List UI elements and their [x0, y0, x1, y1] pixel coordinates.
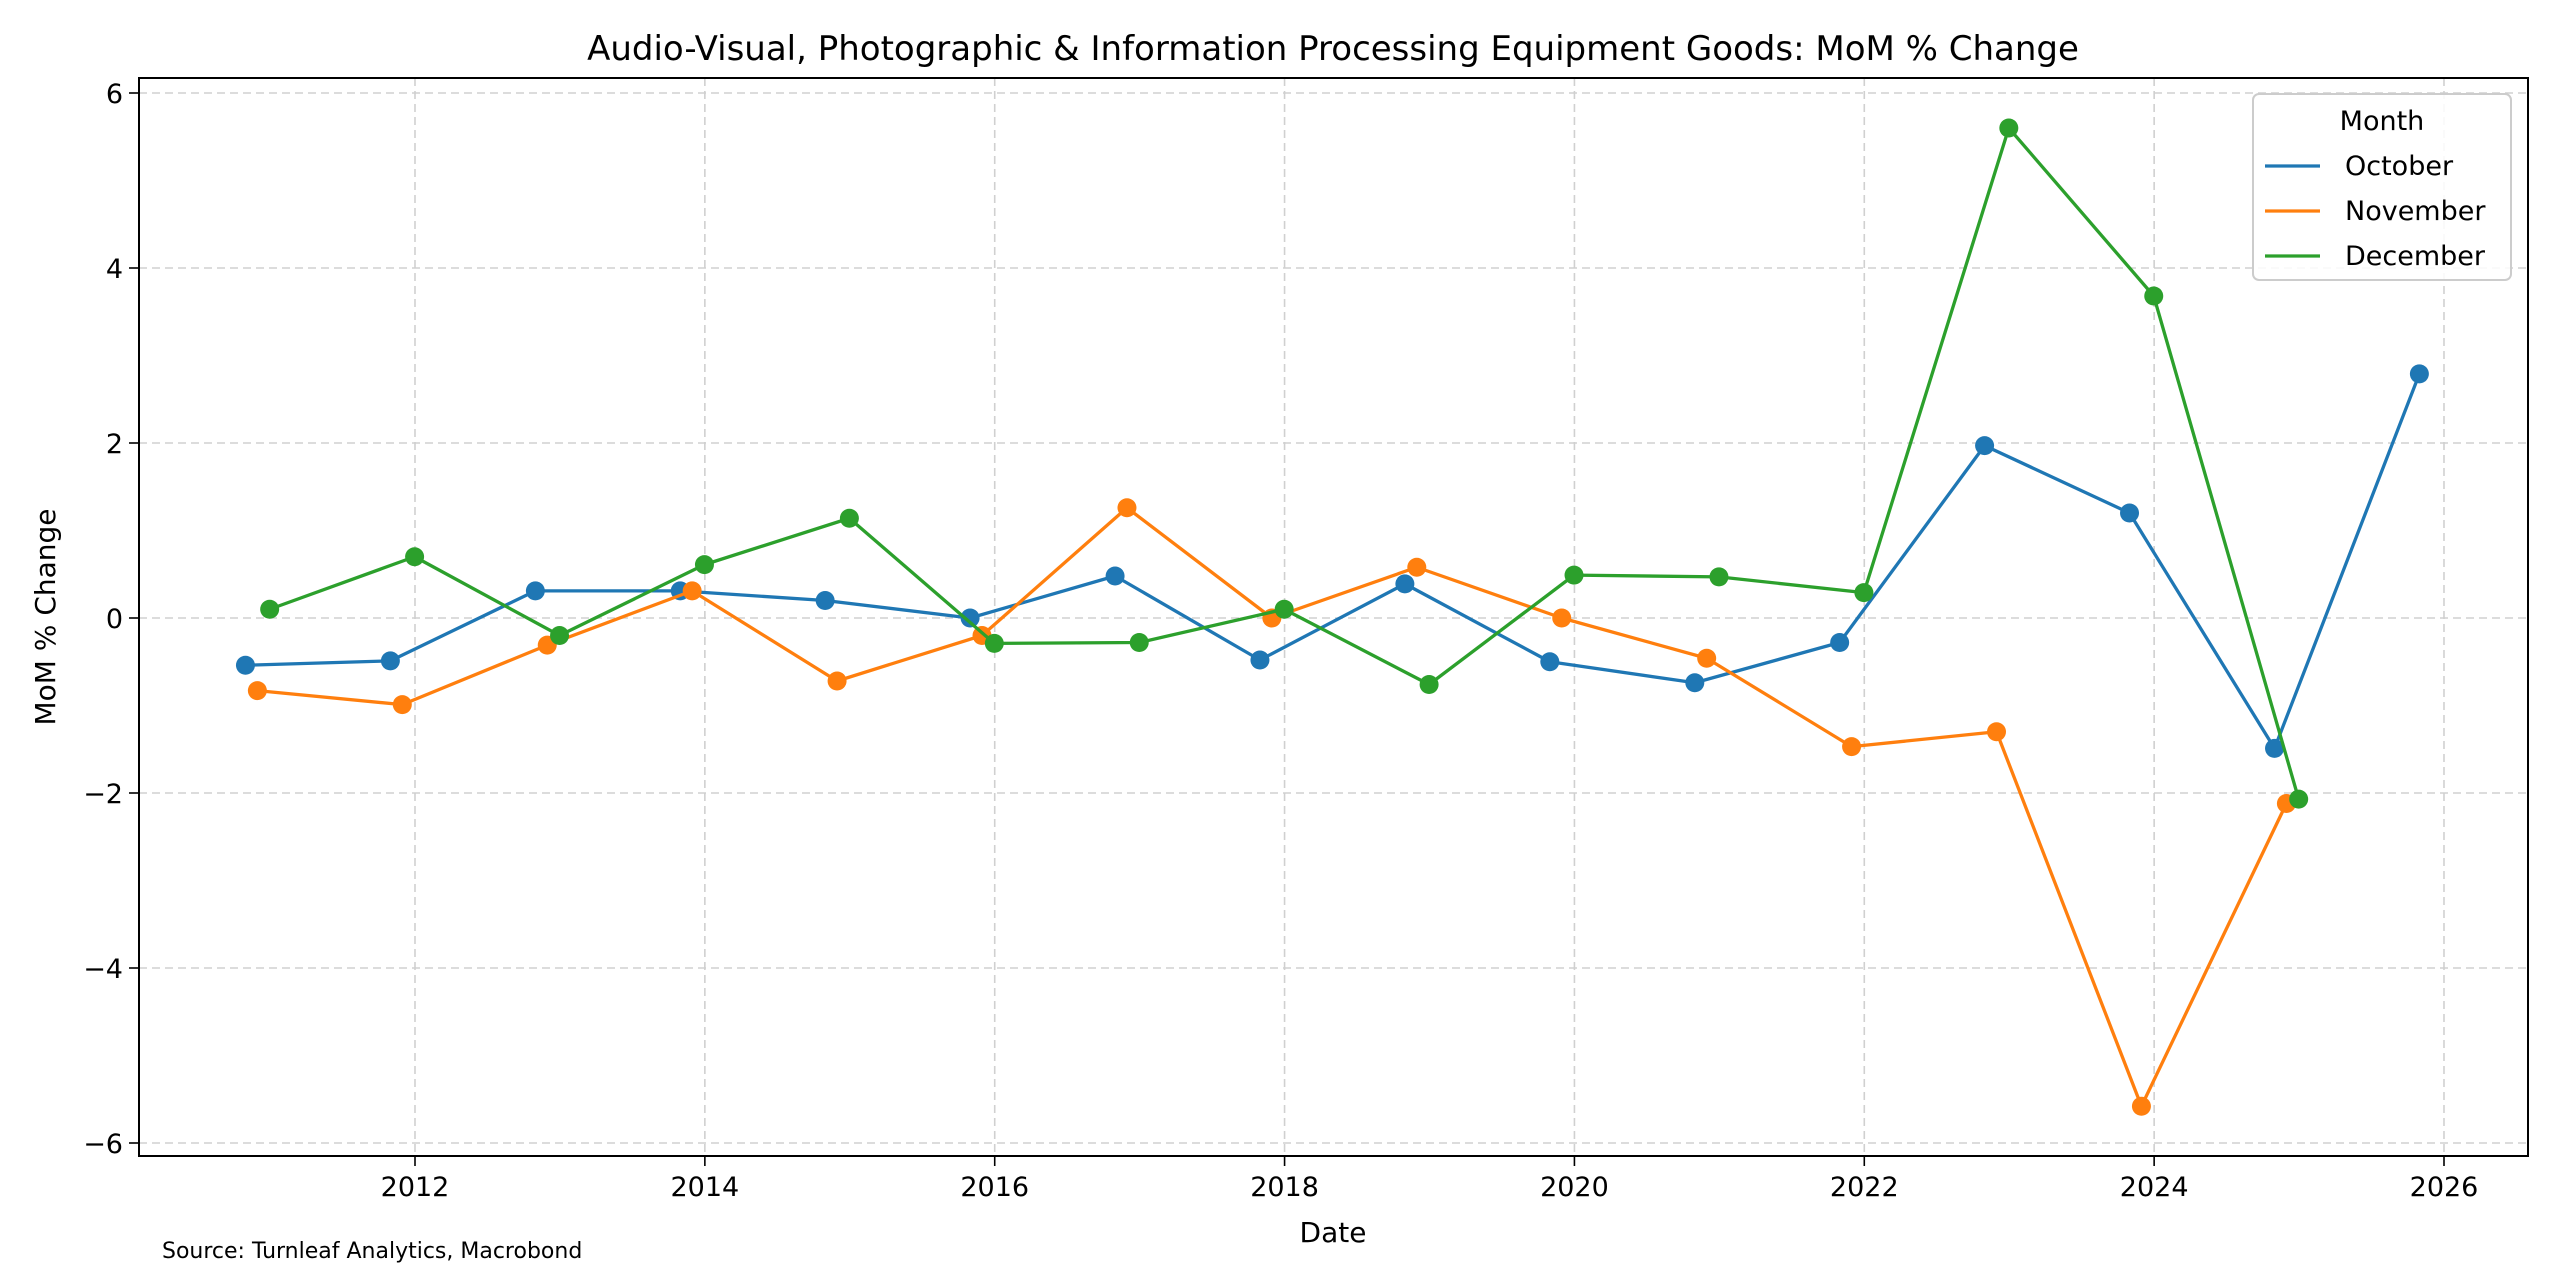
data-point-october [1830, 633, 1850, 652]
x-axis-label: Date [1300, 1216, 1367, 1249]
data-point-november [682, 581, 702, 601]
x-tick-label: 2026 [2410, 1172, 2479, 1203]
data-point-october [1250, 650, 1270, 670]
data-point-december [1419, 675, 1439, 694]
data-point-november [392, 695, 412, 715]
data-point-october [2265, 738, 2285, 758]
x-tick-label: 2016 [960, 1172, 1029, 1203]
data-point-october [235, 655, 255, 675]
x-tick-label: 2020 [1540, 1172, 1609, 1203]
legend-box [2252, 93, 2512, 281]
x-tick-label: 2014 [670, 1172, 739, 1203]
data-point-october [2409, 364, 2429, 384]
data-point-december [1709, 567, 1729, 587]
y-axis-label: MoM % Change [29, 508, 62, 725]
data-point-november [1407, 557, 1427, 577]
legend-title: Month [2340, 106, 2425, 137]
data-point-november [827, 671, 847, 691]
data-point-december [694, 555, 714, 575]
data-point-october [815, 591, 835, 610]
data-point-november [247, 681, 267, 701]
data-point-december [1854, 583, 1874, 603]
data-point-december [839, 508, 859, 528]
series-line-october [245, 373, 2421, 751]
data-point-october [1685, 673, 1705, 693]
x-tick-label: 2012 [381, 1172, 450, 1203]
source-note: Source: Turnleaf Analytics, Macrobond [162, 1239, 582, 1264]
data-point-october [1395, 574, 1415, 594]
data-point-november [1987, 722, 2007, 742]
x-tick-label: 2024 [2120, 1172, 2189, 1203]
data-point-october [1975, 436, 1995, 456]
data-point-october [525, 581, 545, 601]
series-october [235, 364, 2429, 758]
y-tick-label: −6 [83, 1129, 123, 1160]
data-point-december [550, 626, 570, 645]
data-point-november [1117, 498, 1137, 518]
data-point-december [984, 633, 1004, 653]
data-point-november [1842, 737, 1862, 757]
data-point-october [960, 608, 980, 628]
data-point-november [2131, 1096, 2151, 1116]
data-point-december [1274, 599, 1294, 619]
data-point-december [2144, 286, 2164, 306]
data-point-october [380, 651, 400, 671]
data-point-october [1540, 652, 1560, 672]
data-point-december [2289, 789, 2309, 809]
series-november [247, 498, 2296, 1116]
series-december [260, 118, 2309, 809]
data-point-december [1999, 118, 2019, 138]
y-tick-label: −2 [83, 779, 123, 810]
plot-area-frame [138, 77, 2529, 1157]
axis-ticks: 2012 2014 2016 2018 2020 2022 2024 2026 −6 −4 −2 0 2… [83, 79, 2478, 1203]
y-tick-label: −4 [83, 954, 123, 985]
data-point-october [2120, 503, 2140, 523]
y-tick-label: 2 [106, 429, 123, 460]
data-point-november [1697, 648, 1717, 668]
data-point-december [405, 547, 425, 567]
legend-label-november: November [2345, 196, 2486, 227]
x-tick-label: 2018 [1250, 1172, 1319, 1203]
data-point-october [1105, 566, 1125, 586]
legend: Month October November December [2252, 93, 2512, 281]
series-group [235, 118, 2429, 1116]
x-tick-label: 2022 [1830, 1172, 1899, 1203]
y-tick-label: 0 [106, 604, 123, 635]
data-point-november [1552, 608, 1572, 628]
data-point-december [1129, 633, 1149, 652]
y-tick-label: 6 [106, 79, 123, 110]
chart-title: Audio-Visual, Photographic & Information… [587, 29, 2079, 69]
data-point-december [260, 599, 280, 619]
grid [139, 78, 2528, 1156]
y-tick-label: 4 [106, 254, 123, 285]
series-line-november [257, 506, 2288, 1108]
legend-label-december: December [2345, 241, 2486, 272]
legend-label-october: October [2345, 151, 2454, 182]
data-point-december [1564, 565, 1584, 585]
